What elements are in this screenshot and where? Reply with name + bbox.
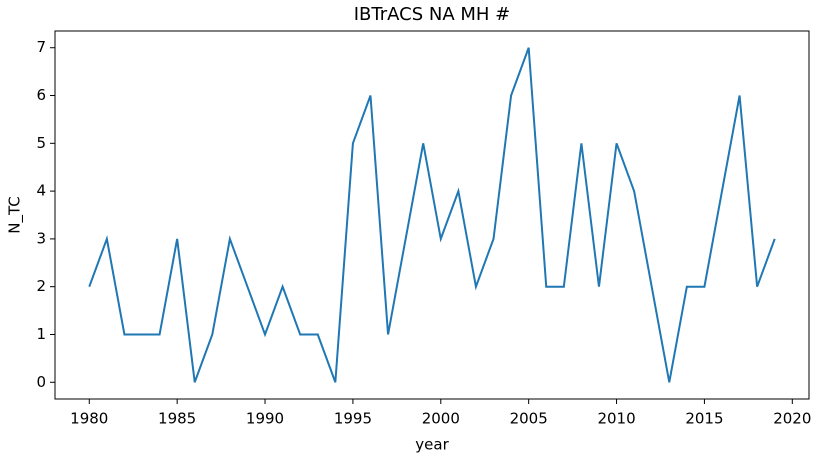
y-tick-label: 1 — [36, 325, 46, 343]
x-tick-label: 2015 — [685, 410, 723, 428]
x-tick-label: 2005 — [510, 410, 548, 428]
y-axis-label: N_TC — [6, 196, 25, 233]
y-tick-label: 7 — [36, 38, 46, 56]
x-axis-label: year — [415, 436, 449, 454]
plot-frame — [54, 30, 810, 400]
y-tick-label: 6 — [36, 86, 46, 104]
x-tick-label: 1990 — [246, 410, 284, 428]
x-tick-label: 2020 — [773, 410, 811, 428]
y-tick-label: 5 — [36, 134, 46, 152]
data-line — [88, 47, 776, 383]
x-tick-label: 1985 — [158, 410, 196, 428]
y-tick-label: 2 — [36, 277, 46, 295]
x-tick-label: 2010 — [597, 410, 635, 428]
y-tick-label: 3 — [36, 229, 46, 247]
y-tick-label: 0 — [36, 373, 46, 391]
x-tick-label: 1995 — [334, 410, 372, 428]
chart-title: IBTrACS NA MH # — [354, 4, 511, 25]
y-tick-label: 4 — [36, 182, 46, 200]
x-tick-label: 1980 — [70, 410, 108, 428]
x-tick-label: 2000 — [422, 410, 460, 428]
